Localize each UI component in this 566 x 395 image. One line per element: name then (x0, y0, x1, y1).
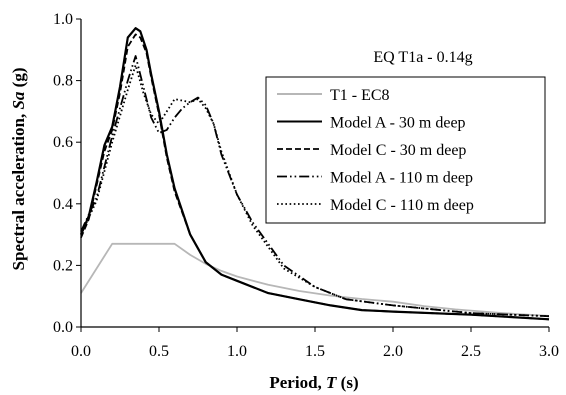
x-tick-label: 0.0 (71, 343, 91, 360)
x-tick-label: 0.5 (149, 343, 169, 360)
y-tick-label: 0.4 (53, 196, 73, 213)
y-tick-label: 1.0 (53, 11, 73, 28)
x-tick-label: 1.5 (305, 343, 325, 360)
series-line-1 (80, 242, 550, 317)
legend-box (265, 76, 546, 224)
legend-label-4: Model A - 110 m deep (330, 170, 473, 187)
x-tick-label: 2.5 (461, 343, 481, 360)
x-tick-label: 2.0 (383, 343, 403, 360)
y-tick-label: 0.0 (53, 319, 73, 336)
x-tick-label: 1.0 (227, 343, 247, 360)
x-tick-label: 3.0 (539, 343, 559, 360)
y-axis-title: Spectral acceleration, Sa (g) (9, 67, 28, 270)
series-line-5 (80, 64, 550, 318)
y-tick-label: 0.6 (53, 134, 73, 151)
legend-label-5: Model C - 110 m deep (330, 197, 474, 214)
series-line-4 (80, 55, 550, 318)
series-lines (79, 27, 550, 321)
x-axis-title: Period, T (s) (269, 373, 358, 392)
y-tick-label: 0.8 (53, 73, 73, 90)
legend-label-3: Model C - 30 m deep (330, 142, 466, 159)
axes: 0.0 0.2 0.4 0.6 0.8 1.0 0.0 0.5 1.0 1.5 2.0 2.5 3.0 (53, 11, 559, 360)
legend: T1 - EC8 Model A - 30 m deep Model C - 30 … (265, 76, 546, 224)
legend-label-2: Model A - 30 m deep (330, 115, 466, 132)
legend-label-1: T1 - EC8 (330, 87, 390, 104)
y-tick-label: 0.2 (53, 257, 73, 274)
series-line-3 (80, 33, 550, 321)
chart-annotation: EQ T1a - 0.14g (373, 49, 472, 66)
